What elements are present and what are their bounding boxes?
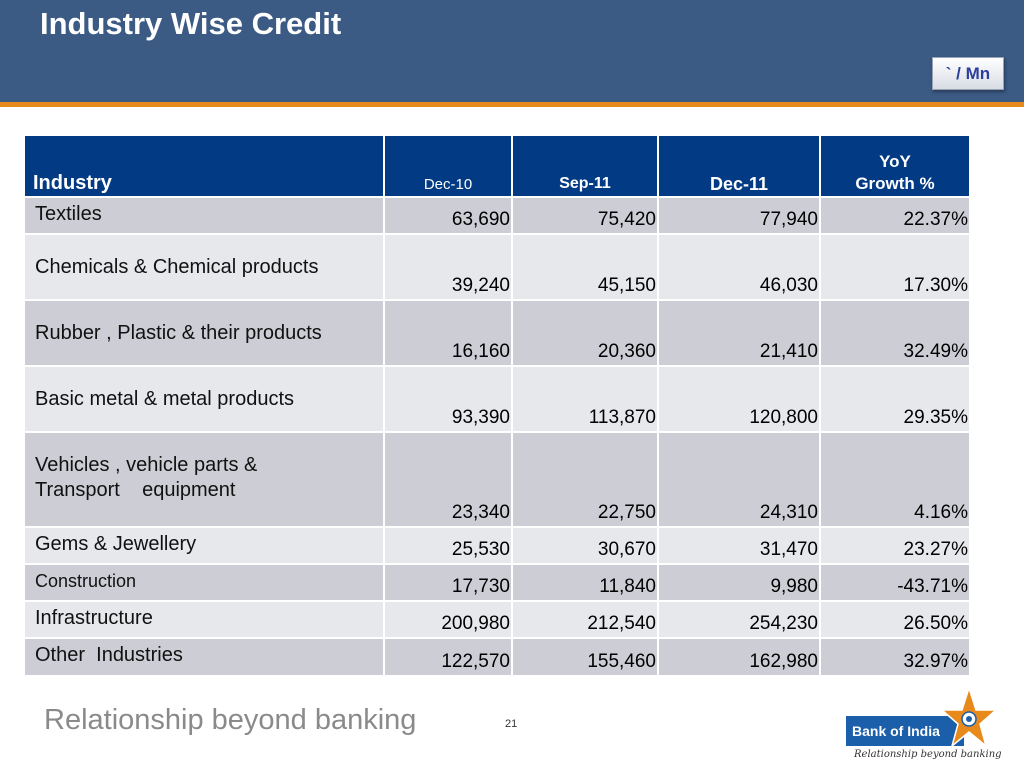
sep-11-cell: 22,750 — [512, 431, 659, 527]
sep-11-cell: 11,840 — [512, 563, 659, 601]
sep-11-cell: 155,460 — [512, 637, 659, 675]
table-row: Chemicals & Chemical products 39,240 45,… — [25, 233, 969, 300]
table-row: Textiles 63,690 75,420 77,940 22.37% — [25, 196, 969, 234]
industry-name-cell: Other Industries — [25, 637, 385, 675]
dec-10-cell: 63,690 — [384, 196, 513, 234]
column-header-industry: Industry — [25, 136, 385, 197]
dec-11-cell: 31,470 — [658, 526, 821, 564]
footer-tagline: Relationship beyond banking — [44, 704, 417, 736]
dec-10-cell: 16,160 — [384, 299, 513, 366]
dec-10-cell: 39,240 — [384, 233, 513, 300]
table-row: Rubber , Plastic & their products 16,160… — [25, 299, 969, 366]
industry-name-cell: Textiles — [25, 196, 385, 234]
sep-11-cell: 30,670 — [512, 526, 659, 564]
logo-name-box: Bank of India — [846, 716, 964, 746]
industry-credit-table: Industry Dec-10 Sep-11 Dec-11 YoY Growth… — [25, 136, 969, 675]
dec-11-cell: 9,980 — [658, 563, 821, 601]
dec-10-cell: 25,530 — [384, 526, 513, 564]
industry-name-cell: Basic metal & metal products — [25, 365, 385, 432]
unit-button[interactable]: ` / Mn — [932, 57, 1004, 90]
dec-11-cell: 254,230 — [658, 600, 821, 638]
yoy-growth-cell: -43.71% — [820, 563, 969, 601]
yoy-growth-cell: 17.30% — [820, 233, 969, 300]
table-row: Construction 17,730 11,840 9,980 -43.71% — [25, 563, 969, 601]
dec-10-cell: 93,390 — [384, 365, 513, 432]
yoy-growth-cell: 4.16% — [820, 431, 969, 527]
sep-11-cell: 20,360 — [512, 299, 659, 366]
sep-11-cell: 212,540 — [512, 600, 659, 638]
dec-10-cell: 23,340 — [384, 431, 513, 527]
table-row: Infrastructure 200,980 212,540 254,230 2… — [25, 600, 969, 638]
yoy-growth-cell: 32.97% — [820, 637, 969, 675]
title-bar — [0, 0, 1024, 102]
industry-name-cell: Gems & Jewellery — [25, 526, 385, 564]
yoy-growth-cell: 22.37% — [820, 196, 969, 234]
yoy-growth-cell: 23.27% — [820, 526, 969, 564]
dec-10-cell: 122,570 — [384, 637, 513, 675]
industry-name-cell: Infrastructure — [25, 600, 385, 638]
yoy-growth-cell: 26.50% — [820, 600, 969, 638]
table-row: Gems & Jewellery 25,530 30,670 31,470 23… — [25, 526, 969, 564]
industry-name-cell: Chemicals & Chemical products — [25, 233, 385, 300]
table-header-row: Industry Dec-10 Sep-11 Dec-11 YoY Growth… — [25, 136, 969, 197]
column-header-sep-11: Sep-11 — [512, 136, 659, 197]
yoy-growth-cell: 32.49% — [820, 299, 969, 366]
bank-star-logo-icon — [940, 686, 998, 749]
sep-11-cell: 75,420 — [512, 196, 659, 234]
sep-11-cell: 45,150 — [512, 233, 659, 300]
dec-11-cell: 77,940 — [658, 196, 821, 234]
dec-10-cell: 17,730 — [384, 563, 513, 601]
dec-11-cell: 162,980 — [658, 637, 821, 675]
table-row: Basic metal & metal products 93,390 113,… — [25, 365, 969, 432]
dec-11-cell: 46,030 — [658, 233, 821, 300]
column-header-dec-11: Dec-11 — [658, 136, 821, 197]
table-row: Vehicles , vehicle parts & Transport equ… — [25, 431, 969, 527]
industry-name-cell: Vehicles , vehicle parts & Transport equ… — [25, 431, 385, 527]
yoy-growth-cell: 29.35% — [820, 365, 969, 432]
slide-title: Industry Wise Credit — [40, 6, 342, 41]
dec-11-cell: 24,310 — [658, 431, 821, 527]
dec-11-cell: 21,410 — [658, 299, 821, 366]
page-number: 21 — [505, 718, 518, 730]
title-bar-accent-rule — [0, 102, 1024, 107]
column-header-dec-10: Dec-10 — [384, 136, 513, 197]
column-header-yoy-growth: YoY Growth % — [820, 136, 969, 197]
sep-11-cell: 113,870 — [512, 365, 659, 432]
dec-10-cell: 200,980 — [384, 600, 513, 638]
logo-tagline: Relationship beyond banking — [854, 749, 1002, 760]
industry-name-cell: Construction — [25, 563, 385, 601]
bank-of-india-logo: Bank of India Relationship beyond bankin… — [842, 684, 1002, 768]
dec-11-cell: 120,800 — [658, 365, 821, 432]
table-row: Other Industries 122,570 155,460 162,980… — [25, 637, 969, 675]
industry-name-cell: Rubber , Plastic & their products — [25, 299, 385, 366]
